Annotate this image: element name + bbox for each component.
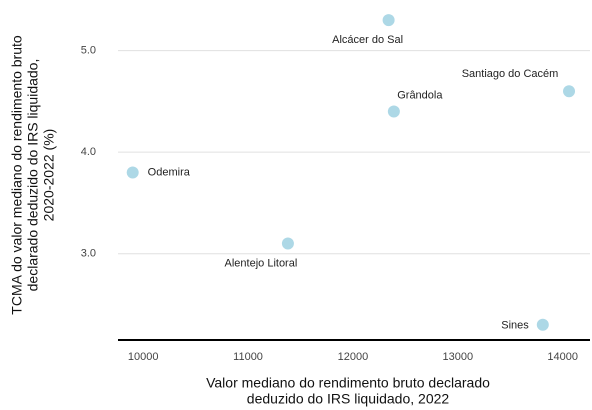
y-tick-label: 4.0 — [81, 146, 96, 158]
point-label: Odemira — [148, 166, 191, 178]
x-tick-label: 12000 — [338, 351, 369, 363]
point-label: Alcácer do Sal — [332, 34, 403, 46]
point — [563, 85, 576, 98]
point — [387, 105, 400, 118]
point — [126, 166, 139, 179]
point-label: Santiago do Cacém — [462, 68, 559, 80]
y-tick-label: 5.0 — [81, 45, 96, 57]
y-axis-title-line: TCMA do valor mediano do rendimento brut… — [9, 35, 25, 315]
x-tick-label: 13000 — [443, 351, 474, 363]
point — [281, 237, 294, 250]
x-tick-label: 14000 — [547, 351, 578, 363]
y-axis-title-line: 2020-2022 (%) — [41, 129, 57, 222]
x-axis-title: Valor mediano do rendimento bruto declar… — [206, 375, 490, 391]
point-label: Alentejo Litoral — [225, 257, 298, 269]
y-tick-label: 3.0 — [81, 248, 96, 260]
point — [382, 14, 395, 27]
point-label: Grândola — [397, 89, 443, 101]
x-tick-label: 10000 — [128, 351, 159, 363]
x-tick-label: 11000 — [233, 351, 263, 363]
point-label: Sines — [501, 320, 529, 332]
point — [536, 318, 549, 331]
x-axis-title: deduzido do IRS liquidado, 2022 — [247, 391, 450, 407]
y-axis-title-line: declarado deduzido do IRS liquidado, — [25, 59, 41, 292]
y-axis-title: TCMA do valor mediano do rendimento brut… — [9, 35, 57, 315]
